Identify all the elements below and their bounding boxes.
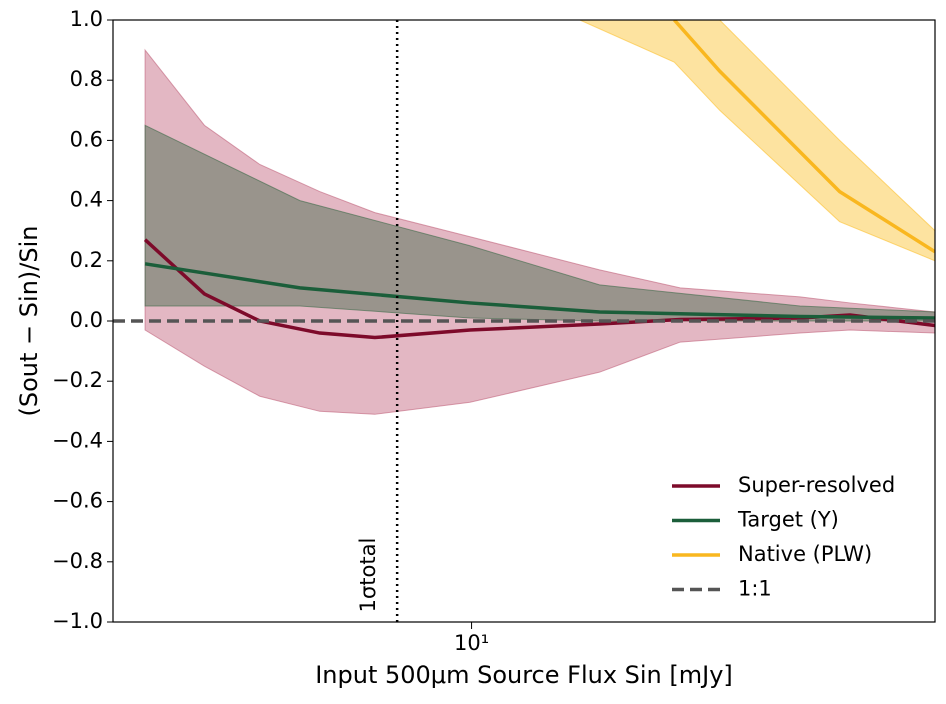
legend-label: Target (Y) [737,508,839,532]
y-tick-label: −1.0 [52,609,103,633]
vline-label: 1σtotal [356,538,380,613]
y-tick-label: 0.6 [70,127,103,151]
legend-label: 1:1 [738,577,772,601]
y-tick-label: −0.6 [52,489,103,513]
series-line [144,262,935,320]
legend-label: Native (PLW) [738,542,872,566]
legend-label: Super-resolved [738,473,895,497]
error-band [144,48,935,415]
series-line [673,20,935,254]
y-axis-label: (Sout − Sin)/Sin [15,226,43,417]
error-band [579,20,935,262]
x-axis-label: Input 500μm Source Flux Sin [mJy] [315,661,733,689]
y-tick-label: 1.0 [70,7,103,31]
y-tick-label: −0.4 [52,428,103,452]
y-tick-label: 0.2 [70,248,103,272]
y-tick-label: −0.8 [52,549,103,573]
x-tick-label: 10¹ [454,631,489,655]
plot-area [113,20,935,415]
y-tick-label: 0.8 [70,67,103,91]
y-tick-label: −0.2 [52,368,103,392]
error-band [144,124,935,322]
y-tick-label: 0.0 [70,308,103,332]
y-tick-label: 0.4 [70,188,103,212]
